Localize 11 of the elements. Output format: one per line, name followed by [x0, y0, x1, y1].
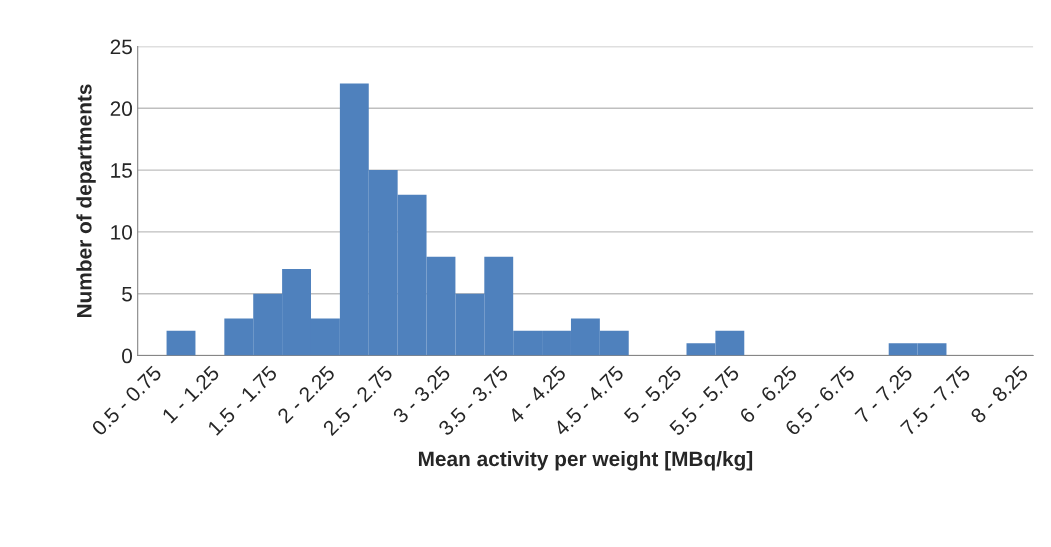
y-tick-label: 25 [110, 39, 132, 55]
y-tick-label: 15 [111, 163, 132, 178]
y-tick-label: 0 [122, 348, 133, 364]
y-axis-title: Number of departments [76, 84, 96, 318]
bar [166, 330, 196, 356]
y-tick-label: 5 [122, 286, 132, 302]
x-tick-label: 0.5 - 0.75 [90, 364, 163, 437]
y-tick-label: 20 [110, 101, 133, 117]
y-tick-label: 10 [111, 224, 133, 240]
x-axis-title: Mean activity per weight [MBq/kg] [418, 450, 753, 471]
x-tick-label: 8 - 8.25 [969, 364, 1029, 425]
